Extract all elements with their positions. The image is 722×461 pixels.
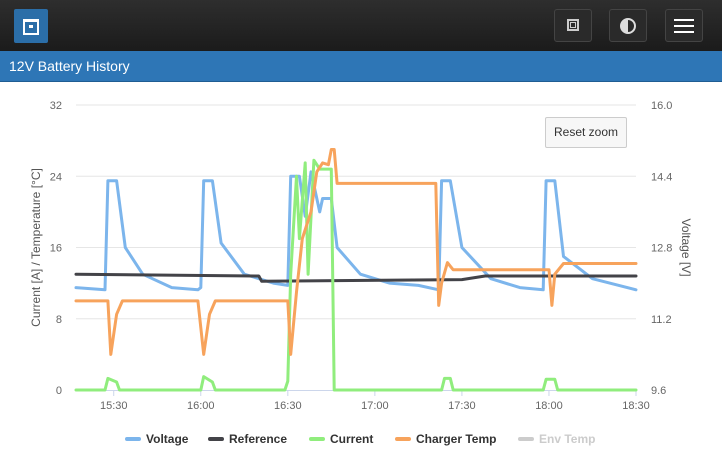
x-tick-label: 16:00 [187,400,215,412]
y-right-tick-label: 12.8 [651,243,672,255]
window-icon [567,19,579,31]
y-right-tick-label: 14.4 [651,171,672,183]
x-tick-label: 17:30 [448,400,476,412]
page-title: 12V Battery History [9,58,130,74]
legend-swatch [395,437,411,441]
legend-swatch [518,437,534,441]
legend-swatch [309,437,325,441]
app-logo-icon[interactable] [14,9,48,43]
window-toggle-button[interactable] [554,9,592,42]
reset-zoom-button[interactable]: Reset zoom [545,117,627,148]
page-title-bar: 12V Battery History [0,51,722,82]
contrast-icon [620,18,636,34]
y-left-tick-label: 8 [56,314,62,326]
menu-button[interactable] [665,9,703,42]
series-line-reference [74,272,638,283]
series-line-current [74,158,638,392]
x-tick-label: 18:30 [622,400,650,412]
legend-swatch [125,437,141,441]
y-left-axis-title: Current [A] / Temperature [°C] [29,168,43,327]
contrast-toggle-button[interactable] [609,9,647,42]
series-line-charger-temp [74,148,638,356]
y-left-tick-label: 16 [50,243,62,255]
y-right-tick-label: 9.6 [651,385,666,397]
x-tick-label: 17:00 [361,400,389,412]
menu-icon [674,19,694,21]
legend-label: Env Temp [539,432,596,446]
legend-label: Reference [229,432,288,446]
battery-history-chart[interactable]: 0 8 16 24 32 9.6 11.2 12.8 14.4 16.0 15:30 16:00 16:… [0,82,722,461]
y-left-tick-label: 32 [50,100,62,112]
x-tick-label: 16:30 [274,400,302,412]
x-tick-label: 18:00 [535,400,563,412]
legend-label: Charger Temp [416,432,497,446]
y-left-tick-label: 0 [56,385,62,397]
y-left-tick-label: 24 [50,171,62,183]
top-navbar [0,0,722,51]
series-line-voltage [74,170,638,292]
legend-label: Current [330,432,374,446]
x-tick-label: 15:30 [100,400,128,412]
y-right-tick-label: 16.0 [651,100,672,112]
y-right-axis-title: Voltage [V] [679,218,693,276]
legend-swatch [208,437,224,441]
y-right-tick-label: 11.2 [651,314,672,326]
legend-label: Voltage [146,432,189,446]
